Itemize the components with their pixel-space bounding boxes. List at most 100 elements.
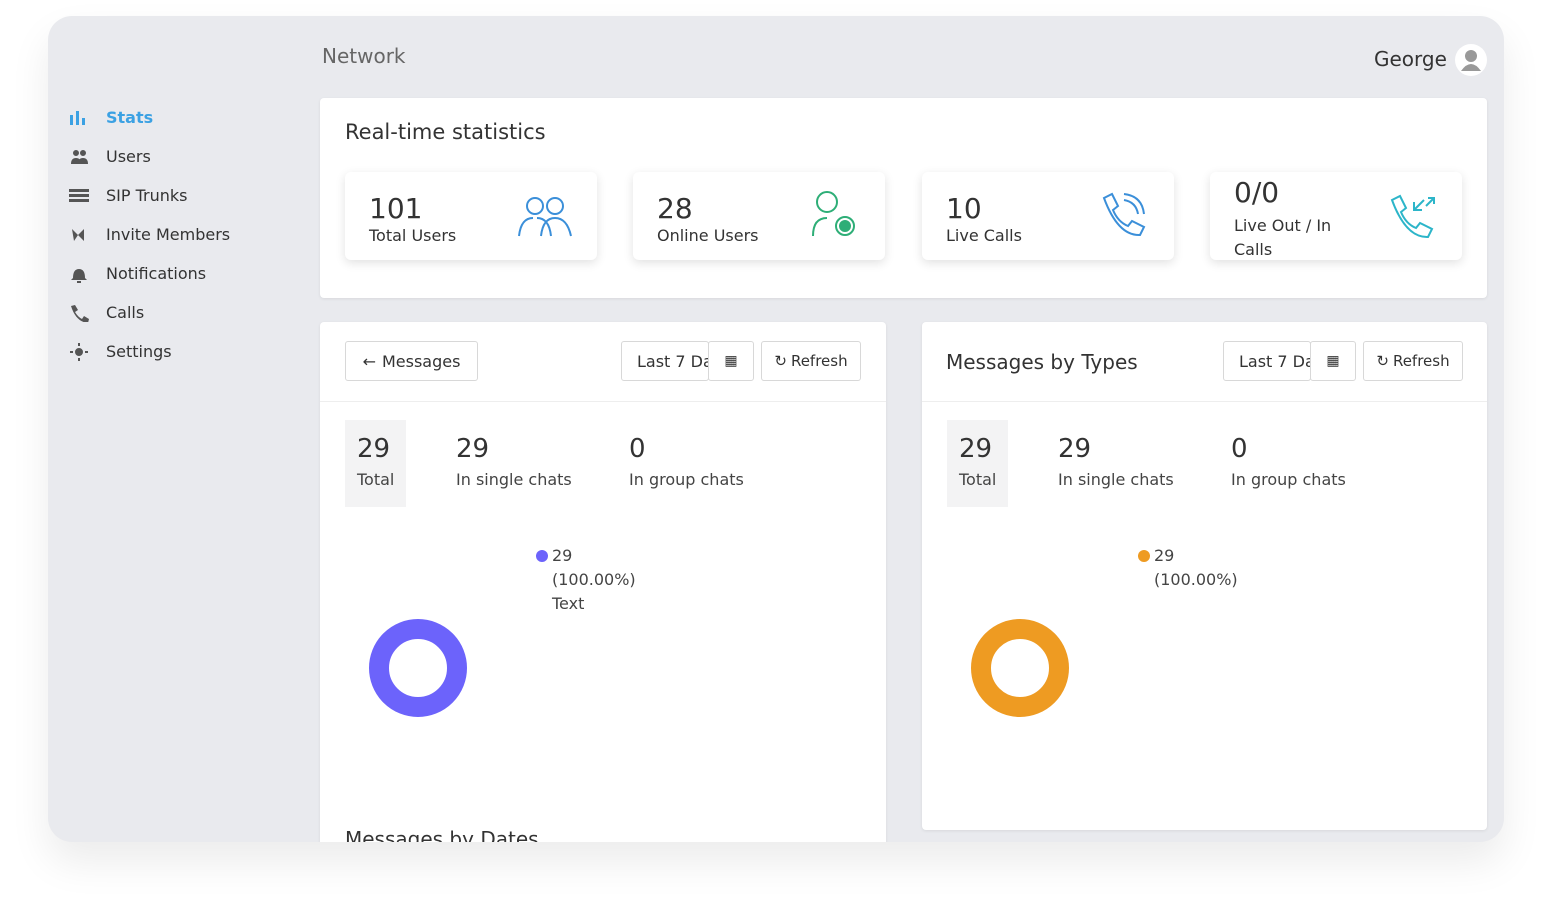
refresh-icon: ↻ (774, 352, 787, 370)
nav-label: Calls (106, 303, 145, 322)
donut-slice (971, 619, 1069, 717)
nav-icon (72, 228, 84, 241)
legend-text: 29 (100.00%) (1154, 544, 1238, 592)
types-panel: Messages by Types Last 7 Days ▦ ↻Refresh… (922, 322, 1487, 830)
calendar-button[interactable]: ▦ (1310, 341, 1356, 381)
avatar[interactable] (1454, 43, 1488, 77)
stat-label: Live Out / In Calls (1234, 216, 1332, 259)
arrow: ← (362, 351, 376, 371)
stat-value: 10 (946, 192, 982, 225)
nav-item[interactable]: Calls (68, 303, 144, 322)
nav-label: Stats (106, 108, 154, 127)
donut-slice (369, 619, 467, 717)
calendar-button[interactable]: ▦ (708, 341, 754, 381)
icon-shape (71, 268, 87, 283)
legend-text: 29 (100.00%) Text (552, 544, 636, 616)
stat-value: 0/0 (1234, 176, 1280, 209)
messages-panel: ←Messages Last 7 Days ▦ ↻Refresh Message… (320, 322, 886, 842)
legend-item: 29 (100.00%) Text (536, 544, 636, 616)
summary-item: 29 In single chats (456, 420, 584, 507)
stat-label: Total Users (369, 226, 457, 245)
summary-item: 29 Total (947, 420, 1009, 507)
calls-icon (1102, 192, 1146, 237)
stat-card: 0/0 Live Out / In Calls (1210, 172, 1462, 260)
summary-label: In single chats (1058, 470, 1174, 489)
summary-value: 0 (1231, 434, 1248, 464)
legend-value: 29 (1154, 546, 1175, 565)
nav-icon (71, 268, 87, 283)
nav-label: SIP Trunks (106, 186, 188, 205)
nav-item[interactable]: Notifications (68, 264, 206, 283)
page-title: Network (322, 44, 406, 68)
icon-shape (71, 304, 89, 322)
summary-item: 0 In group chats (1231, 420, 1358, 507)
range-select[interactable]: Last 7 Days (1223, 341, 1311, 381)
refresh-button[interactable]: ↻ Refresh (761, 341, 861, 381)
stat-card: 101 Total Users (345, 172, 597, 260)
range-select[interactable]: Last 7 Days (621, 341, 709, 381)
nav-icon (70, 110, 85, 125)
back-button[interactable]: ← Messages (345, 341, 478, 381)
nav-item[interactable]: Invite Members (68, 225, 230, 244)
nav-item[interactable]: Stats (68, 108, 153, 127)
refresh-icon: ↻ (1376, 352, 1389, 370)
stat-label: Live Calls (946, 226, 1022, 245)
nav-item[interactable]: SIP Trunks (68, 186, 188, 205)
nav-label: Invite Members (106, 225, 231, 244)
summary-item: 0 In group chats (629, 420, 756, 507)
divider (320, 401, 886, 402)
nav-item[interactable]: Settings (68, 342, 172, 361)
divider (922, 401, 1487, 402)
stat-card: 10 Live Calls (922, 172, 1174, 260)
summary-item: 29 Total (345, 420, 407, 507)
stat-value: 101 (369, 192, 423, 225)
button-label: Refresh (1392, 352, 1450, 370)
legend-value: 29 (552, 546, 573, 565)
icon-shape (71, 149, 88, 164)
nav-icon (70, 342, 88, 361)
summary-label: In group chats (1231, 470, 1346, 489)
panel-title: Messages by Types (946, 350, 1138, 374)
stat-value: 28 (657, 192, 693, 225)
summary-label: In single chats (456, 470, 572, 489)
donut-chart (369, 619, 467, 717)
user-name[interactable]: George (1374, 47, 1447, 71)
legend-item: 29 (100.00%) (1138, 544, 1238, 592)
legend-name: Text (552, 594, 585, 613)
legend-percent-label: (100.00%) (552, 570, 636, 589)
refresh-button[interactable]: ↻ Refresh (1363, 341, 1463, 381)
nav-item[interactable]: Users (68, 147, 151, 166)
app-frame: Network George Real-time statistics 101 … (48, 16, 1504, 842)
nav-label: Users (106, 147, 151, 166)
summary-value: 29 (456, 434, 490, 464)
nav-icon (71, 304, 89, 322)
icon-shape (70, 110, 85, 125)
summary-value: 0 (629, 434, 646, 464)
legend-percent-label: (100.00%) (1154, 570, 1238, 589)
legend-dot (536, 550, 548, 562)
summary-item: 29 In single chats (1058, 420, 1186, 507)
summary-label: Total (959, 470, 997, 489)
legend-dot (1138, 550, 1150, 562)
summary-value: 29 (357, 434, 391, 464)
stat-label: Online Users (657, 226, 759, 245)
section-title: Messages by Dates (345, 827, 539, 842)
donut-chart (971, 619, 1069, 717)
summary-label: In group chats (629, 470, 744, 489)
nav-icon (71, 149, 88, 164)
nav-icon (69, 188, 89, 202)
summary-value: 29 (1058, 434, 1092, 464)
nav-label: Settings (106, 342, 172, 361)
users-icon (518, 197, 572, 237)
summary-label: Total (357, 470, 395, 489)
realtime-panel: Real-time statistics 101 Total Users 28 … (320, 98, 1487, 298)
online-icon (812, 191, 855, 237)
nav-label: Notifications (106, 264, 207, 283)
panel-title: Real-time statistics (345, 120, 546, 144)
button-label: Messages (381, 351, 461, 371)
icon-shape (72, 228, 84, 241)
icon-shape (69, 188, 89, 202)
summary-value: 29 (959, 434, 993, 464)
inout-icon (1390, 194, 1435, 239)
